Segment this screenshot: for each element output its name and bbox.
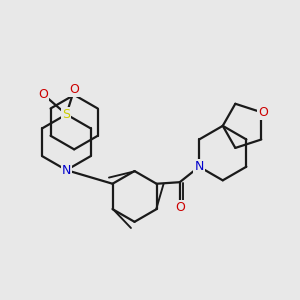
Text: O: O	[175, 201, 185, 214]
Text: O: O	[258, 106, 268, 119]
Text: O: O	[38, 88, 48, 101]
Text: S: S	[62, 108, 70, 121]
Text: N: N	[62, 164, 71, 177]
Text: O: O	[69, 83, 79, 96]
Text: N: N	[194, 160, 204, 173]
